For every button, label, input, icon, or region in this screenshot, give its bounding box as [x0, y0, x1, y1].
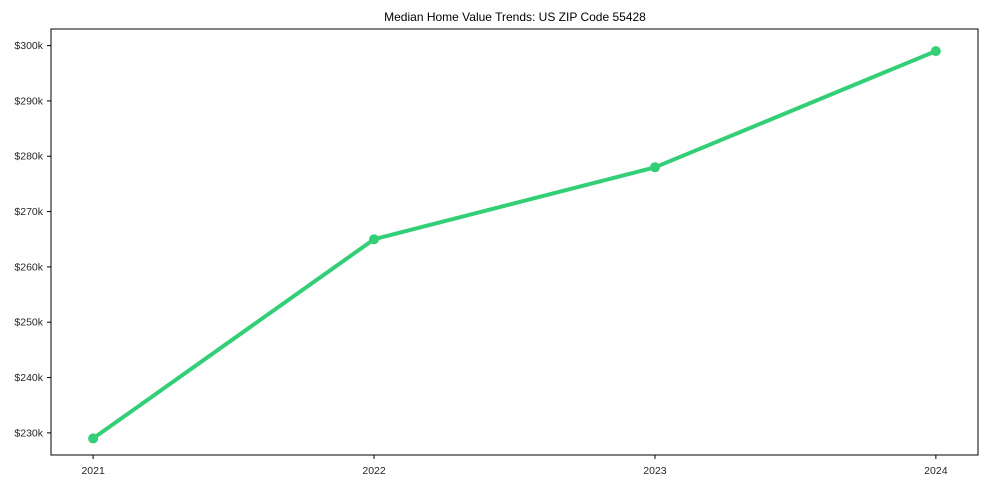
x-axis-tick-label: 2023	[643, 465, 667, 477]
x-axis-tick-label: 2022	[362, 465, 386, 477]
trend-line	[91, 49, 938, 441]
y-axis-tick-label: $240k	[14, 372, 43, 384]
y-axis-tick-label: $290k	[14, 95, 43, 107]
data-point-2023	[649, 162, 660, 173]
y-axis-tick-label: $250k	[14, 317, 43, 329]
y-axis-tick-label: $280k	[14, 151, 43, 163]
data-point-2021	[88, 433, 99, 444]
data-point-2022	[369, 234, 380, 245]
x-axis-tick-label: 2024	[924, 465, 948, 477]
y-axis-tick-label: $270k	[14, 206, 43, 218]
y-axis-tick-label: $230k	[14, 427, 43, 439]
plot-area: $230k $240k $250k $260k $270k $280k $290k $300k…	[14, 28, 979, 477]
data-point-2024	[930, 46, 941, 57]
y-axis-tick-label: $300k	[14, 40, 43, 52]
chart-title: Median Home Value Trends: US ZIP Code 55…	[384, 10, 646, 24]
y-axis-tick-label: $260k	[14, 261, 43, 273]
axes-frame	[50, 28, 979, 456]
x-axis-tick-label: 2021	[81, 465, 105, 477]
